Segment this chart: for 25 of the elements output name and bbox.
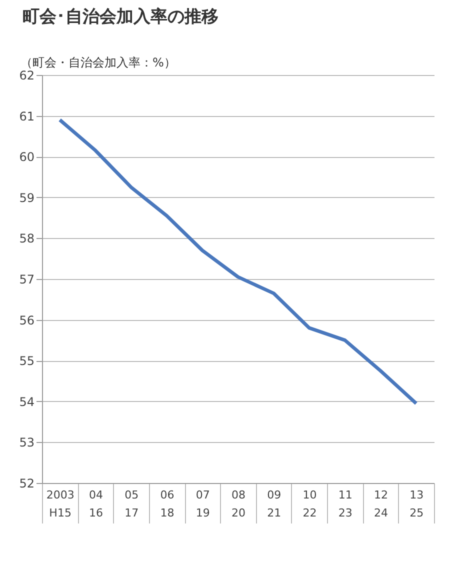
y-tick-label: 52 (19, 476, 34, 490)
y-tick-label: 54 (19, 394, 34, 409)
y-tick-label: 59 (19, 190, 34, 205)
x-tick-label: 04 16 (88, 488, 103, 520)
x-tick-label: 08 20 (232, 488, 246, 520)
chart-title: 町会･自治会加入率の推移 (22, 7, 219, 27)
y-tick-label: 56 (19, 313, 34, 328)
y-axis-title: （町会・自治会加入率：%） (20, 56, 176, 70)
y-tick-label: 53 (19, 436, 34, 450)
y-tick-label: 58 (19, 232, 34, 246)
x-tick-label: 2003 H15 (46, 488, 74, 520)
y-tick-label: 55 (19, 354, 34, 368)
x-tick-label: 05 17 (124, 488, 139, 520)
x-tick-label: 06 18 (160, 488, 174, 520)
x-tick-label: 11 23 (338, 488, 352, 520)
x-tick-label: 07 19 (196, 488, 210, 520)
x-tick-label: 09 21 (267, 488, 282, 520)
x-tick-label: 13 25 (410, 488, 424, 520)
y-tick-label: 61 (19, 109, 34, 124)
y-tick-label: 62 (19, 68, 34, 82)
x-tick-label: 12 24 (374, 488, 388, 520)
y-tick-label: 57 (19, 272, 34, 286)
y-tick-label: 60 (19, 150, 34, 164)
line-series (58, 118, 418, 406)
x-tick-label: 10 22 (302, 488, 317, 520)
